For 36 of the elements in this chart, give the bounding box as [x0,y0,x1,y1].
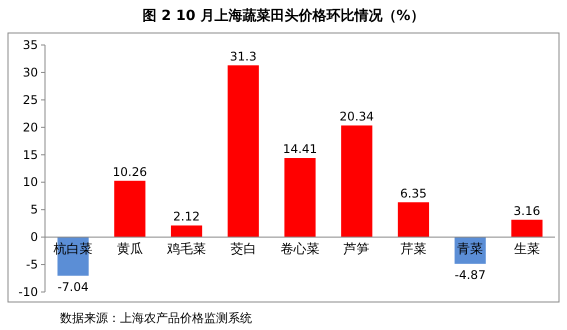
data-label: 31.3 [230,49,257,64]
x-tick-label: 黄瓜 [116,242,143,258]
x-tick-label: 青菜 [457,242,484,258]
y-tick-label: 20 [22,120,38,134]
x-tick-label: 芦笋 [344,242,370,258]
bar [398,202,430,238]
y-tick-label: 25 [22,92,38,107]
bar [511,220,543,238]
data-label: 10.26 [112,164,147,179]
y-tick-label: 0 [30,230,38,244]
y-tick-label: 15 [22,148,38,162]
data-label: 6.35 [400,186,427,200]
data-label: 20.34 [340,109,374,124]
bar [228,65,259,238]
y-tick-label: -10 [18,285,38,299]
x-tick-label: 鸡毛菜 [166,242,206,258]
data-label: -4.87 [454,268,486,282]
bar [341,125,372,238]
y-tick-label: -5 [26,258,38,272]
y-tick-label: 10 [22,175,38,190]
x-tick-label: 生菜 [514,242,540,258]
bar [114,180,146,238]
data-label: -7.04 [58,280,89,294]
x-tick-label: 卷心菜 [280,241,320,258]
x-tick-label: 芹菜 [400,242,426,258]
data-label: 3.16 [514,204,540,218]
chart-title: 图 2 10 月上海蔬菜田头价格环比情况（%） [142,8,424,24]
data-label: 2.12 [173,209,200,224]
bar [170,225,202,238]
bar [284,158,316,238]
y-tick-label: 5 [30,202,38,217]
data-label: 14.41 [282,142,318,156]
source-note: 数据来源：上海农产品价格监测系统 [60,311,252,325]
y-tick-label: 30 [22,65,38,80]
y-tick-label: 35 [22,38,38,52]
x-tick-label: 茭白 [230,242,256,258]
